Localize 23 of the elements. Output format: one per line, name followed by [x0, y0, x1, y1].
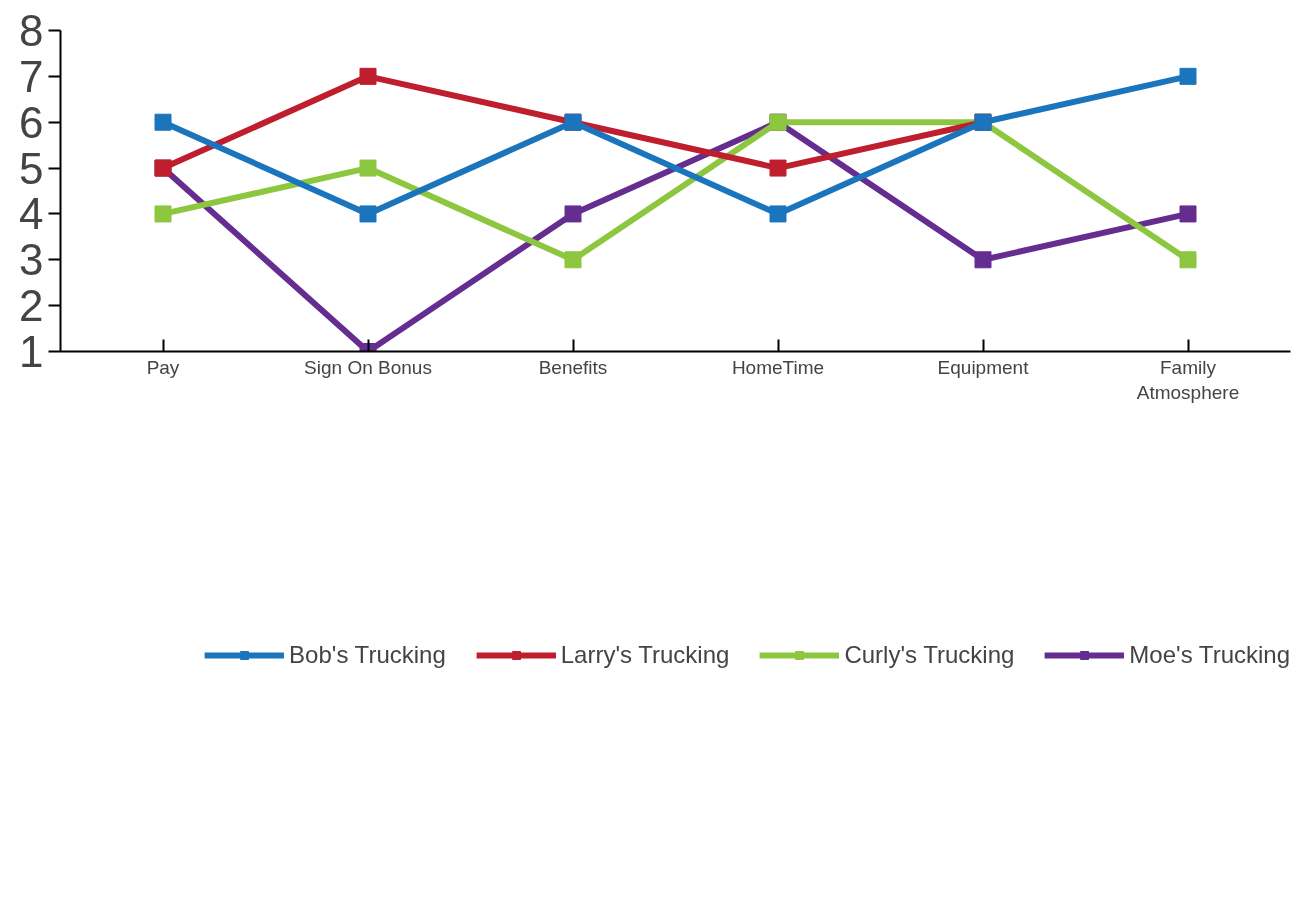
- x-tick-label: Equipment: [937, 356, 1030, 378]
- legend-label: Curly's Trucking: [844, 641, 1015, 669]
- point: [564, 251, 582, 269]
- x-tick-label: Sign On Bonus: [304, 356, 432, 378]
- x-tick-label: Family Atmosphere: [1136, 356, 1240, 403]
- point: [769, 205, 787, 223]
- point: [974, 251, 992, 269]
- point: [564, 205, 582, 223]
- point: [154, 113, 172, 131]
- point: [359, 159, 377, 177]
- point: [1179, 251, 1197, 269]
- point: [1179, 205, 1197, 223]
- point: [1179, 67, 1197, 85]
- legend-label: Bob's Trucking: [289, 641, 446, 669]
- x-tick-label: Pay: [146, 356, 180, 378]
- legend-label: Larry's Trucking: [560, 641, 730, 669]
- legend-label: Moe's Trucking: [1129, 641, 1290, 669]
- point: [359, 67, 377, 85]
- point: [769, 159, 787, 177]
- x-tick-label: Benefits: [538, 356, 608, 378]
- x-tick-label: HomeTime: [731, 356, 825, 378]
- point: [154, 205, 172, 223]
- point: [359, 205, 377, 223]
